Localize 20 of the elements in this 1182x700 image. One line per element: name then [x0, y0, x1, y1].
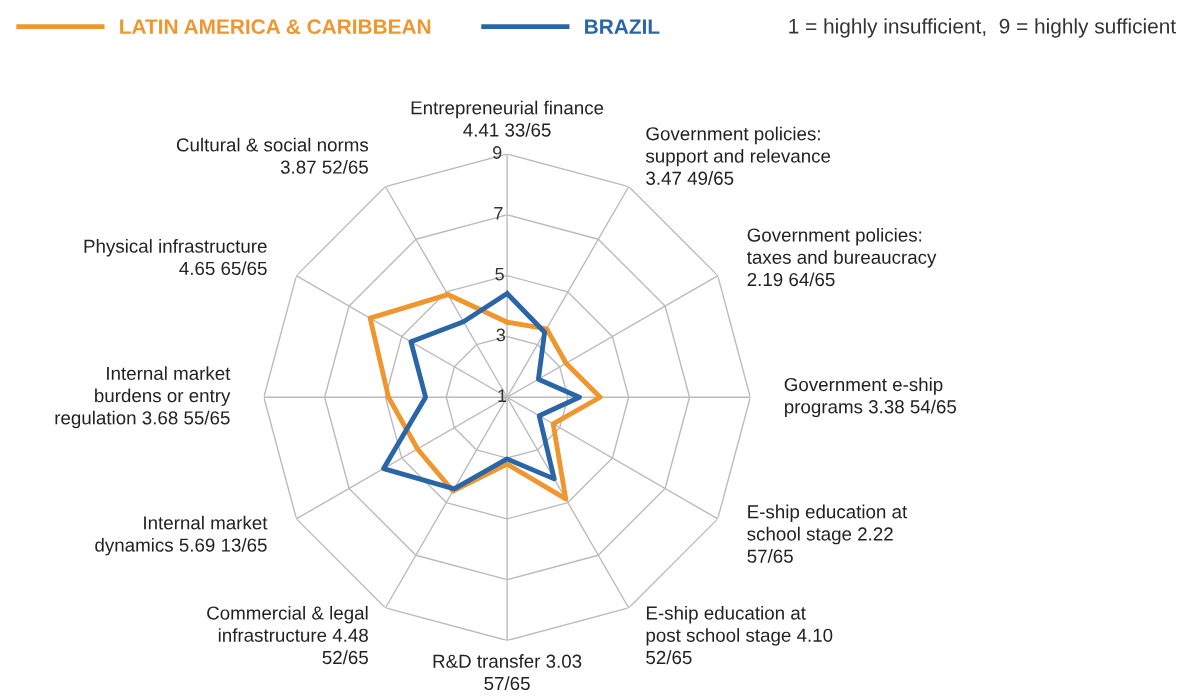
text: 1 = highly insufficient, 9 = highly sufficient	[789, 18, 1176, 38]
spoke-label: R&D transfer 3.03 57/65	[433, 654, 582, 691]
spoke-label: Government policies: support and relevance 3.47 49/65	[645, 126, 831, 185]
spoke-label: Internal market burdens or entry regulation 3.68 55/65	[55, 366, 231, 429]
y-tick-label: 3	[496, 328, 506, 342]
spoke-label: Internal market dynamics 5.69 13/65	[95, 515, 268, 556]
spoke-label: Commercial & legal infrastructure 4.48 52/65	[207, 605, 368, 665]
spoke-label: Cultural & social norms 3.87 52/65	[176, 137, 369, 174]
spoke-label: Government e-ship programs 3.38 54/65	[784, 377, 957, 418]
legend-label: BRAZIL	[585, 19, 660, 34]
spoke-label: Entrepreneurial finance 4.41 33/65	[411, 100, 604, 137]
y-tick-label: 7	[494, 207, 503, 220]
spoke-label: E-ship education at school stage 2.22 57/65	[747, 504, 908, 563]
y-tick-label: 9	[493, 146, 502, 159]
spoke-label: Physical infrastructure 4.65 65/65	[84, 239, 267, 276]
spoke-label: Government policies: taxes and bureaucracy 2.19 64/65	[746, 227, 937, 287]
spoke-label: E-ship education at post school stage 4.10 52/65	[646, 605, 833, 665]
legend-label: LATIN AMERICA & CARIBBEAN	[120, 19, 431, 35]
y-tick-label: 1	[498, 389, 507, 402]
y-tick-label: 5	[495, 267, 504, 281]
